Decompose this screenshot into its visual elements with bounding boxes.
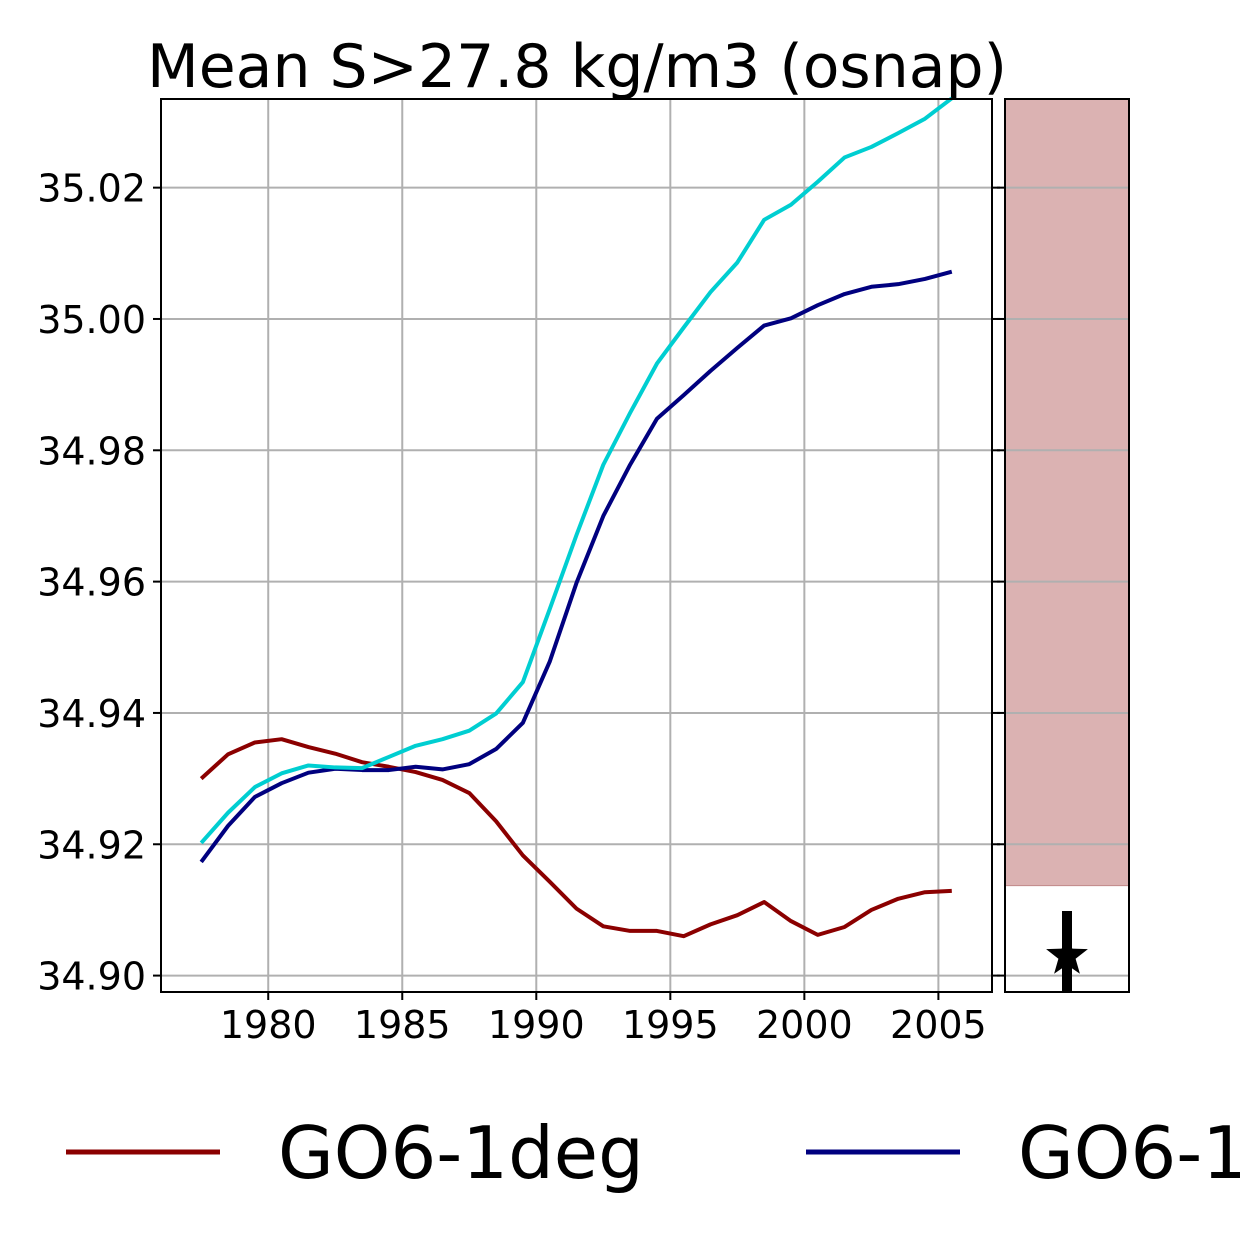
chart-title: Mean S>27.8 kg/m3 (osnap) xyxy=(147,32,1007,102)
main-plot-area: 1980 1985 1990 1995 2000 2005 34.90 34.92 34.94… xyxy=(37,96,993,1047)
x-tick-label-1995: 1995 xyxy=(622,1003,719,1047)
y-tick-label-34.96: 34.96 xyxy=(37,561,146,605)
side-panel-band xyxy=(1004,98,1130,887)
x-tick-label-2005: 2005 xyxy=(890,1003,987,1047)
side-panel-star-marker xyxy=(1046,933,1088,974)
side-panel-ticks xyxy=(992,186,1005,977)
y-tick-label-35.02: 35.02 xyxy=(37,167,146,211)
side-panel-frame xyxy=(1004,98,1130,993)
legend-label-go6-1deg: GO6-1deg xyxy=(278,1111,644,1195)
series-line-go6-1 xyxy=(199,269,953,864)
side-panel xyxy=(992,98,1130,993)
legend: GO6-1deg GO6-1 xyxy=(66,1111,1240,1195)
x-ticks: 1980 1985 1990 1995 2000 2005 xyxy=(220,992,987,1047)
y-tick-label-34.94: 34.94 xyxy=(37,692,146,736)
legend-label-go6-1: GO6-1 xyxy=(1018,1111,1240,1195)
x-tick-label-1990: 1990 xyxy=(488,1003,585,1047)
x-tick-label-1980: 1980 xyxy=(220,1003,317,1047)
y-tick-label-34.90: 34.90 xyxy=(37,955,146,999)
y-tick-label-35.00: 35.00 xyxy=(37,298,146,342)
series-line-go6-1deg xyxy=(199,737,952,939)
y-tick-label-34.98: 34.98 xyxy=(37,429,146,473)
grid-lines xyxy=(161,99,992,992)
series-lines xyxy=(199,96,953,939)
x-tick-label-1985: 1985 xyxy=(354,1003,451,1047)
main-plot-frame xyxy=(160,98,993,993)
x-tick-label-2000: 2000 xyxy=(756,1003,853,1047)
series-line-series-2 xyxy=(199,96,953,845)
y-tick-label-34.92: 34.92 xyxy=(37,823,146,867)
y-ticks: 34.90 34.92 34.94 34.96 34.98 35.00 35.02 xyxy=(37,167,161,999)
